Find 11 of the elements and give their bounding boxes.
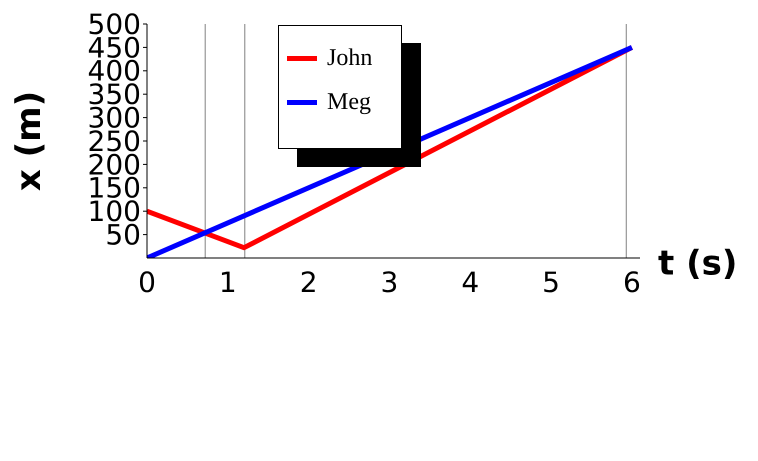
- x-tick-label: 4: [461, 266, 480, 299]
- x-tick-label: 6: [623, 266, 641, 299]
- y-axis-title: x (m): [9, 90, 50, 192]
- legend-label: Meg: [327, 88, 371, 116]
- x-tick-label: 1: [218, 266, 237, 299]
- x-tick-label: 2: [300, 266, 318, 299]
- x-tick-label: 0: [138, 266, 156, 299]
- x-tick-label: 5: [542, 266, 560, 299]
- legend-label: John: [327, 44, 372, 72]
- x-tick-label: 3: [380, 266, 398, 299]
- x-axis-title: t (s): [658, 244, 738, 284]
